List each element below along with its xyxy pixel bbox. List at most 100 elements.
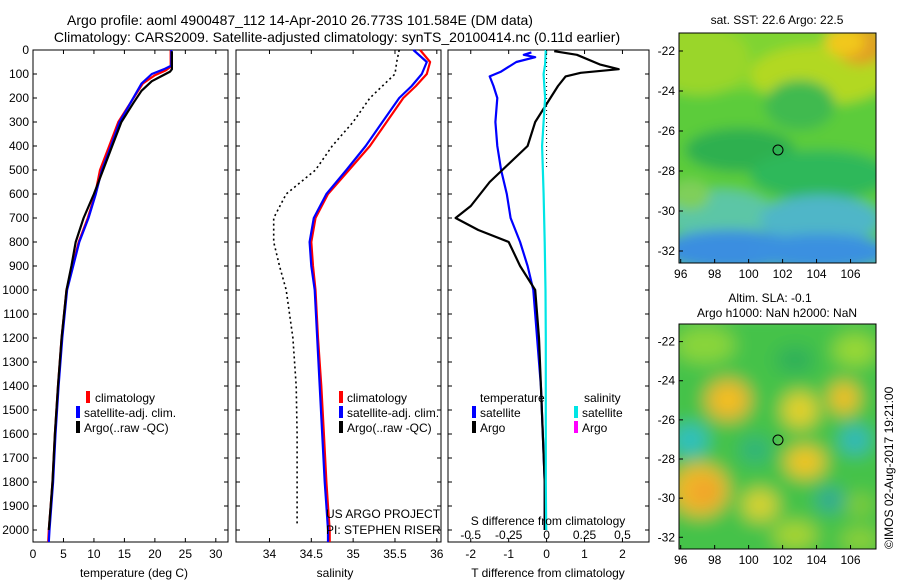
temperature-xlabel: temperature (deg C) xyxy=(80,566,188,580)
legend-label-argo: Argo(..raw -QC) xyxy=(84,421,169,435)
y-tick-label: 0 xyxy=(22,43,29,57)
series-line xyxy=(47,51,173,531)
x-tick-label: 2 xyxy=(619,547,626,561)
y-tick-label: 500 xyxy=(9,163,29,177)
legend-label-s-argo: Argo xyxy=(582,421,608,435)
sla-subtitle: Argo h1000: NaN h2000: NaN xyxy=(697,306,857,320)
s-diff-tick-label: -0.25 xyxy=(495,528,523,542)
x-tick-label: 25 xyxy=(179,547,193,561)
series-line xyxy=(272,49,400,526)
x-tick-label: 106 xyxy=(841,553,861,567)
x-tick-label: 5 xyxy=(60,547,67,561)
salinity-legend: climatology satellite-adj. clim. Argo(..… xyxy=(326,391,441,537)
difference-panel: -2 -1 0 1 2 -0.5 -0.25 0 0.25 0.5 xyxy=(448,49,649,561)
series-line xyxy=(47,50,173,543)
x-tick-label: 96 xyxy=(674,553,688,567)
x-tick-label: 35.5 xyxy=(383,547,407,561)
header-line-1: Argo profile: aoml 4900487_112 14-Apr-20… xyxy=(67,12,533,28)
legend-header-temperature: temperature xyxy=(480,391,545,405)
salinity-panel-frame xyxy=(235,49,442,543)
legend-swatch-red xyxy=(339,391,343,403)
y-tick-label: 1500 xyxy=(2,403,29,417)
sst-map: sat. SST: 22.6 Argo: 22.5 96 98 100 102 104 1… xyxy=(658,13,877,281)
legend-swatch-cyan xyxy=(574,406,578,418)
x-tick-label: 102 xyxy=(773,553,793,567)
x-tick-label: -2 xyxy=(465,547,476,561)
series-line xyxy=(488,51,546,530)
y-tick-label: 1600 xyxy=(2,427,29,441)
legend-swatch-black xyxy=(339,421,343,433)
argo-position-marker xyxy=(772,434,784,446)
legend-label-satellite: satellite-adj. clim. xyxy=(347,406,439,420)
y-tick-label: 400 xyxy=(9,139,29,153)
sst-title: sat. SST: 22.6 Argo: 22.5 xyxy=(711,13,844,27)
project-label: US ARGO PROJECT xyxy=(326,507,441,521)
y-tick-label: -24 xyxy=(658,84,676,98)
legend-swatch-black xyxy=(472,421,476,433)
legend-label-argo: Argo(..raw -QC) xyxy=(347,421,432,435)
difference-legend: temperature salinity satellite Argo sate… xyxy=(472,391,623,435)
y-tick-label: 2000 xyxy=(2,523,29,537)
x-tick-label: 20 xyxy=(148,547,162,561)
s-diff-tick-label: 0.5 xyxy=(614,528,631,542)
x-tick-label: 10 xyxy=(87,547,101,561)
x-tick-label: 106 xyxy=(841,267,861,281)
x-tick-label: 34 xyxy=(263,547,277,561)
s-diff-tick-label: -0.5 xyxy=(460,528,481,542)
y-tick-label: -26 xyxy=(658,413,676,427)
sst-map-frame xyxy=(678,32,877,264)
x-tick-label: 96 xyxy=(674,267,688,281)
salinity-xlabel: salinity xyxy=(317,566,354,580)
y-tick-label: 600 xyxy=(9,187,29,201)
y-tick-label: 1200 xyxy=(2,331,29,345)
y-tick-label: 1700 xyxy=(2,451,29,465)
y-tick-label: -22 xyxy=(658,44,676,58)
series-line xyxy=(310,49,432,542)
x-tick-label: 98 xyxy=(708,267,722,281)
y-tick-label: -32 xyxy=(658,244,676,258)
x-tick-label: 102 xyxy=(773,267,793,281)
sla-map-frame xyxy=(678,323,877,550)
x-tick-label: 34.5 xyxy=(300,547,324,561)
x-tick-label: 1 xyxy=(581,547,588,561)
legend-label-climatology: climatology xyxy=(347,391,407,405)
legend-swatch-red xyxy=(86,391,90,403)
difference-xlabel: T difference from climatology xyxy=(471,566,625,580)
x-tick-label: 100 xyxy=(739,267,759,281)
x-tick-label: 98 xyxy=(708,553,722,567)
y-tick-label: -28 xyxy=(658,164,676,178)
temperature-panel: 0100200300400500600700800900100011001200… xyxy=(2,43,228,561)
argo-position-marker xyxy=(772,144,784,156)
y-tick-label: 200 xyxy=(9,91,29,105)
y-tick-label: -22 xyxy=(658,335,676,349)
legend-label-climatology: climatology xyxy=(95,391,155,405)
sla-title: Altim. SLA: -0.1 xyxy=(728,291,812,305)
y-tick-label: -30 xyxy=(658,491,676,505)
s-diff-tick-label: 0 xyxy=(543,528,550,542)
x-tick-label: 30 xyxy=(209,547,223,561)
series-line xyxy=(454,50,620,530)
legend-swatch-blue xyxy=(472,406,476,418)
legend-label-s-satellite: satellite xyxy=(582,406,623,420)
x-tick-label: 0 xyxy=(30,547,37,561)
sla-axis-ticks: 96 98 100 102 104 106 -22 -24 -26 -28 -30 -32 xyxy=(658,335,861,567)
s-diff-tick-label: 0.25 xyxy=(573,528,597,542)
y-tick-label: 800 xyxy=(9,235,29,249)
x-tick-label: 0 xyxy=(543,547,550,561)
y-tick-label: -24 xyxy=(658,374,676,388)
imos-stamp: ©IMOS 02-Aug-2017 19:21:00 xyxy=(882,386,896,549)
x-tick-label: -1 xyxy=(503,547,514,561)
legend-swatch-black xyxy=(76,421,80,433)
x-tick-label: 15 xyxy=(118,547,132,561)
x-tick-label: 100 xyxy=(739,553,759,567)
salinity-panel: 34 34.5 35 35.5 36 xyxy=(236,49,444,561)
y-tick-label: 100 xyxy=(9,67,29,81)
legend-label-satellite: satellite-adj. clim. xyxy=(84,406,176,420)
y-tick-label: 1800 xyxy=(2,475,29,489)
temperature-panel-frame xyxy=(32,49,229,543)
y-tick-label: 1100 xyxy=(3,307,29,321)
legend-swatch-blue xyxy=(339,406,343,418)
y-tick-label: -28 xyxy=(658,452,676,466)
legend-swatch-magenta xyxy=(574,421,578,433)
